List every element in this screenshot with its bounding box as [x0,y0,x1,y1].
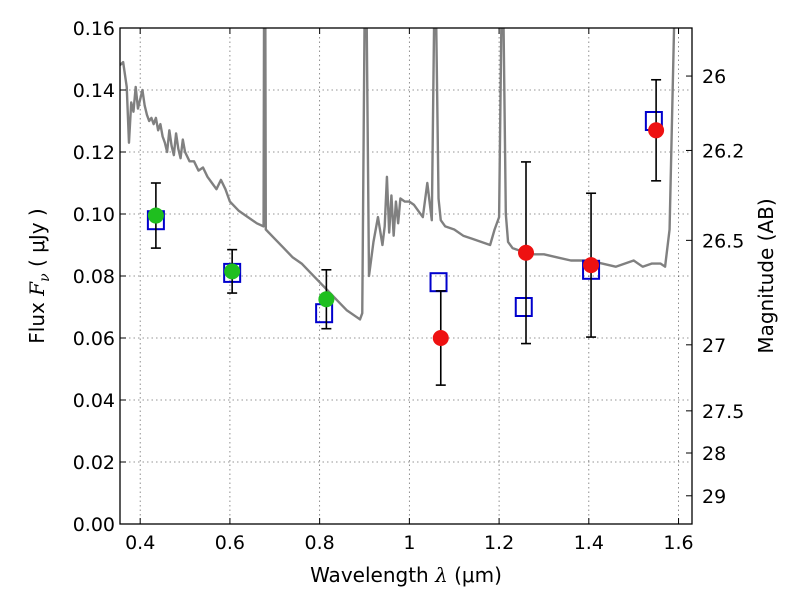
x-axis-title-symbol: λ [434,563,448,587]
y2-tick-label: 26.2 [702,140,744,162]
x-tick-label: 1.2 [484,532,514,554]
y-tick-label: 0.16 [73,18,115,40]
y2-tick-label: 26.5 [702,230,744,252]
x-axis-title-prefix: Wavelength [310,563,435,587]
y2-tick-label: 27.5 [702,401,744,423]
plot-data [120,28,676,386]
y-axis-title-unit: ( μJy ) [25,208,49,273]
x-axis-title-unit: (μm) [448,563,502,587]
y2-tick-label: 28 [702,443,726,465]
x-tick-label: 0.4 [125,532,155,554]
x-tick-label: 1 [403,532,415,554]
axis-ticks: 0.4 0.6 0.8 1 1.2 1.4 1.6 0.00 0.02 0.04 0.06 0.08 0… [73,18,745,554]
observed-flux-point [648,122,665,139]
y-tick-label: 0.08 [73,266,115,288]
y2-tick-label: 29 [702,486,726,508]
y-axis-title-subscript: ν [37,273,53,282]
y-tick-label: 0.12 [73,142,115,164]
y-tick-label: 0.02 [73,452,115,474]
observed-flux-point [224,263,241,280]
y2-axis-title: Magnitude (AB) [754,198,778,353]
observed-flux-point [518,244,535,261]
observed-flux-point [318,291,335,308]
observed-flux-point [432,330,449,346]
y-axis-title-prefix: Flux [25,296,49,344]
x-tick-label: 1.4 [574,532,604,554]
y-tick-label: 0.04 [73,390,115,412]
model-photometry-square [514,297,533,317]
x-tick-label: 0.8 [305,532,335,554]
y2-tick-label: 27 [702,335,726,357]
x-axis-title: Wavelength λ (μm) [310,563,502,587]
x-tick-label: 1.6 [663,532,693,554]
model-spectrum-line [120,28,676,321]
y2-tick-label: 26 [702,66,726,88]
y-tick-label: 0.14 [73,80,115,102]
y-axis-title-symbol: F [25,281,49,297]
y-tick-label: 0.06 [73,328,115,350]
x-tick-label: 0.6 [215,532,245,554]
y-axis-title: Flux Fν ( μJy ) [25,208,53,343]
observed-flux-point [147,207,164,224]
observed-flux-point [583,257,600,274]
y-tick-label: 0.10 [73,204,115,226]
y-tick-label: 0.00 [73,514,115,536]
